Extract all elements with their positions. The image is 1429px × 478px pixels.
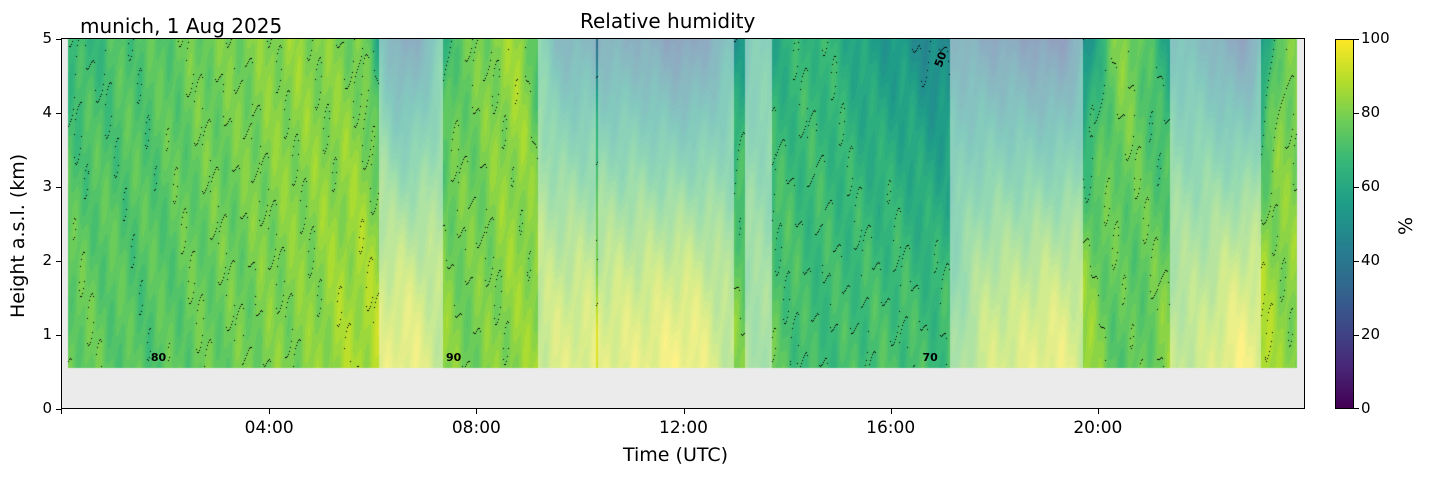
colorbar-tick-mark [1354, 113, 1359, 114]
x-tick-label: 12:00 [659, 418, 708, 438]
x-tick-mark [476, 409, 478, 414]
x-tick-mark [269, 409, 271, 414]
x-tick-mark [683, 409, 685, 414]
contour-label: 70 [922, 350, 938, 364]
y-tick-mark [56, 409, 61, 410]
y-tick-label: 2 [42, 251, 52, 269]
y-tick-label: 5 [42, 29, 52, 47]
y-tick-mark [56, 187, 61, 188]
x-tick-label: 16:00 [866, 418, 916, 438]
colorbar-tick-label: 60 [1361, 177, 1381, 195]
x-tick-mark [1097, 409, 1099, 414]
y-tick-mark [56, 261, 61, 262]
colorbar-tick-mark [1354, 261, 1359, 262]
x-axis-label: Time (UTC) [623, 444, 729, 466]
x-tick-mark [890, 409, 892, 414]
colorbar-tick-mark [1354, 408, 1359, 409]
chart-title: Relative humidity [580, 9, 756, 33]
y-tick-label: 3 [42, 177, 52, 195]
y-tick-mark [56, 39, 61, 40]
colorbar-tick-label: 80 [1361, 103, 1381, 121]
humidity-field [62, 39, 1305, 409]
colorbar-tick-label: 40 [1361, 251, 1381, 269]
chart-subtitle: munich, 1 Aug 2025 [80, 14, 283, 38]
contour-label: 90 [446, 350, 462, 364]
x-tick-mark [61, 409, 62, 414]
colorbar-tick-mark [1354, 187, 1359, 188]
x-tick-label: 08:00 [451, 418, 501, 438]
y-tick-label: 4 [42, 103, 52, 121]
y-tick-label: 1 [42, 325, 52, 343]
colorbar-tick-mark [1354, 39, 1359, 40]
colorbar-label: % [1395, 216, 1418, 236]
colorbar-tick-mark [1354, 335, 1359, 336]
y-tick-mark [56, 335, 61, 336]
plot-area: 80 90 70 50 [62, 39, 1305, 409]
colorbar-tick-label: 20 [1361, 325, 1381, 343]
contour-label: 80 [150, 350, 167, 364]
y-axis-label: Height a.s.l. (km) [7, 153, 29, 318]
x-tick-label: 04:00 [244, 418, 294, 438]
x-tick-label: 20:00 [1073, 418, 1123, 438]
colorbar-tick-label: 0 [1361, 399, 1371, 417]
y-tick-label: 0 [42, 399, 52, 417]
colorbar-tick-label: 100 [1361, 29, 1390, 47]
colorbar [1335, 39, 1354, 409]
y-tick-mark [56, 113, 61, 114]
